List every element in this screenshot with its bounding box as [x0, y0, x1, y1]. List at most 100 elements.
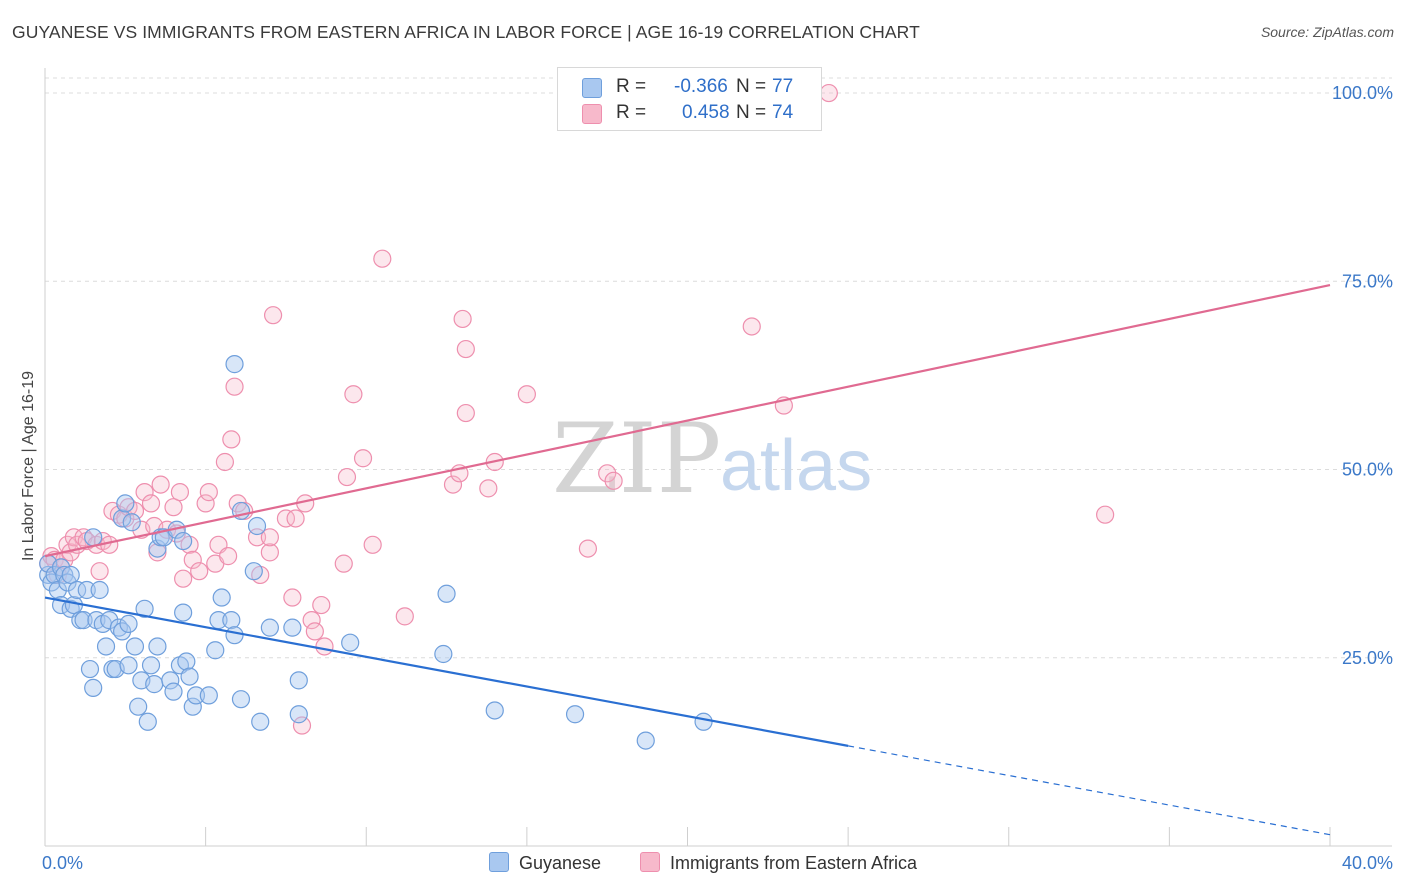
watermark-atlas: atlas — [720, 426, 872, 506]
data-point-guyanese — [289, 671, 308, 690]
data-point-eastern-africa — [742, 317, 761, 336]
data-point-eastern-africa — [286, 509, 305, 528]
data-point-guyanese — [129, 697, 148, 716]
data-point-guyanese — [135, 599, 154, 618]
data-point-eastern-africa — [219, 547, 238, 566]
data-point-guyanese — [84, 528, 103, 547]
data-point-guyanese — [174, 531, 193, 551]
y-tick-label: 25.0% — [1342, 648, 1393, 668]
data-point-guyanese — [61, 565, 80, 585]
data-point-guyanese — [148, 539, 167, 558]
legend: R = -0.366 N = 77 R = 0.458 N = 74 — [557, 67, 822, 131]
data-point-guyanese — [260, 618, 279, 637]
data-point-eastern-africa — [456, 339, 475, 359]
data-point-eastern-africa — [135, 483, 154, 502]
data-point-guyanese — [48, 580, 67, 600]
legend-r-value: -0.366 — [674, 76, 728, 97]
data-point-guyanese — [90, 580, 109, 600]
data-point-guyanese — [174, 603, 193, 622]
data-point-eastern-africa — [334, 554, 353, 573]
legend-n-value: 77 — [772, 76, 794, 97]
data-point-eastern-africa — [292, 716, 312, 735]
data-point-guyanese — [77, 580, 96, 600]
data-point-guyanese — [164, 682, 183, 701]
data-point-guyanese — [96, 637, 116, 656]
data-point-eastern-africa — [215, 452, 234, 472]
data-point-guyanese — [289, 705, 308, 724]
data-point-guyanese — [565, 705, 585, 724]
data-point-guyanese — [80, 659, 100, 679]
data-point-eastern-africa — [283, 588, 302, 607]
data-point-guyanese — [148, 637, 167, 656]
data-point-eastern-africa — [260, 543, 279, 562]
data-point-guyanese — [251, 712, 270, 731]
data-point-guyanese — [84, 678, 103, 697]
data-point-guyanese — [199, 686, 218, 705]
data-point-guyanese — [341, 633, 360, 652]
data-point-guyanese — [112, 622, 132, 641]
data-point-eastern-africa — [141, 494, 161, 513]
data-point-guyanese — [206, 641, 225, 660]
legend-n-label: N = — [736, 76, 767, 97]
trendline-eastern-africa — [44, 283, 1331, 558]
data-point-eastern-africa — [260, 528, 279, 547]
chart-title: GUYANESE VS IMMIGRANTS FROM EASTERN AFRI… — [12, 22, 920, 42]
data-point-eastern-africa — [353, 449, 373, 468]
y-tick-label: 50.0% — [1342, 460, 1393, 480]
data-point-eastern-africa — [305, 622, 324, 641]
x-tick-label: 0.0% — [42, 853, 83, 873]
data-point-eastern-africa — [373, 249, 392, 268]
data-point-guyanese — [247, 516, 267, 536]
data-point-guyanese — [100, 611, 119, 630]
data-point-eastern-africa — [363, 535, 382, 554]
data-point-eastern-africa — [453, 309, 472, 329]
data-point-guyanese — [141, 656, 161, 675]
data-point-eastern-africa — [344, 385, 363, 404]
y-tick-label: 75.0% — [1342, 271, 1393, 291]
data-point-guyanese — [125, 637, 145, 656]
legend-n-label: N = — [736, 102, 767, 123]
watermark-zip: ZIP — [552, 403, 721, 515]
data-point-guyanese — [122, 513, 141, 532]
bottom-legend-guyanese: Guyanese — [489, 852, 601, 874]
data-point-guyanese — [161, 671, 180, 690]
data-point-guyanese — [437, 584, 456, 603]
trendlines — [44, 283, 1331, 836]
data-point-guyanese — [283, 618, 302, 637]
data-point-guyanese — [636, 731, 655, 750]
data-point-guyanese — [112, 509, 132, 528]
series-guyanese-points — [39, 355, 713, 750]
data-point-eastern-africa — [225, 377, 244, 396]
data-point-eastern-africa — [578, 539, 598, 558]
legend-n-value: 74 — [772, 102, 794, 123]
data-point-guyanese — [183, 697, 202, 716]
data-point-eastern-africa — [276, 509, 296, 528]
data-point-eastern-africa — [170, 483, 190, 502]
trendline-guyanese-extension — [848, 745, 1331, 836]
data-point-eastern-africa — [1096, 505, 1115, 524]
source-note: Source: ZipAtlas.com — [1260, 24, 1394, 40]
axes — [44, 68, 1392, 847]
data-point-guyanese — [694, 712, 713, 731]
data-point-eastern-africa — [263, 306, 283, 325]
data-point-guyanese — [225, 355, 244, 374]
data-point-eastern-africa — [315, 637, 334, 656]
data-point-eastern-africa — [598, 464, 617, 483]
data-point-eastern-africa — [337, 467, 357, 487]
data-point-guyanese — [138, 712, 157, 731]
legend-r-value: 0.458 — [682, 102, 730, 123]
guyanese-swatch — [489, 852, 509, 872]
data-point-eastern-africa — [819, 83, 838, 103]
bottom-legend-eastern-africa: Immigrants from Eastern Africa — [640, 852, 917, 874]
data-point-guyanese — [74, 611, 93, 630]
data-point-guyanese — [119, 614, 138, 633]
data-point-eastern-africa — [443, 475, 463, 494]
data-point-guyanese — [119, 656, 138, 675]
data-point-guyanese — [116, 494, 135, 513]
data-point-eastern-africa — [190, 562, 209, 581]
data-point-guyanese — [212, 588, 231, 607]
guyanese-swatch — [582, 78, 602, 98]
eastern-africa-swatch — [640, 852, 660, 872]
y-tick-label: 100.0% — [1332, 83, 1393, 103]
